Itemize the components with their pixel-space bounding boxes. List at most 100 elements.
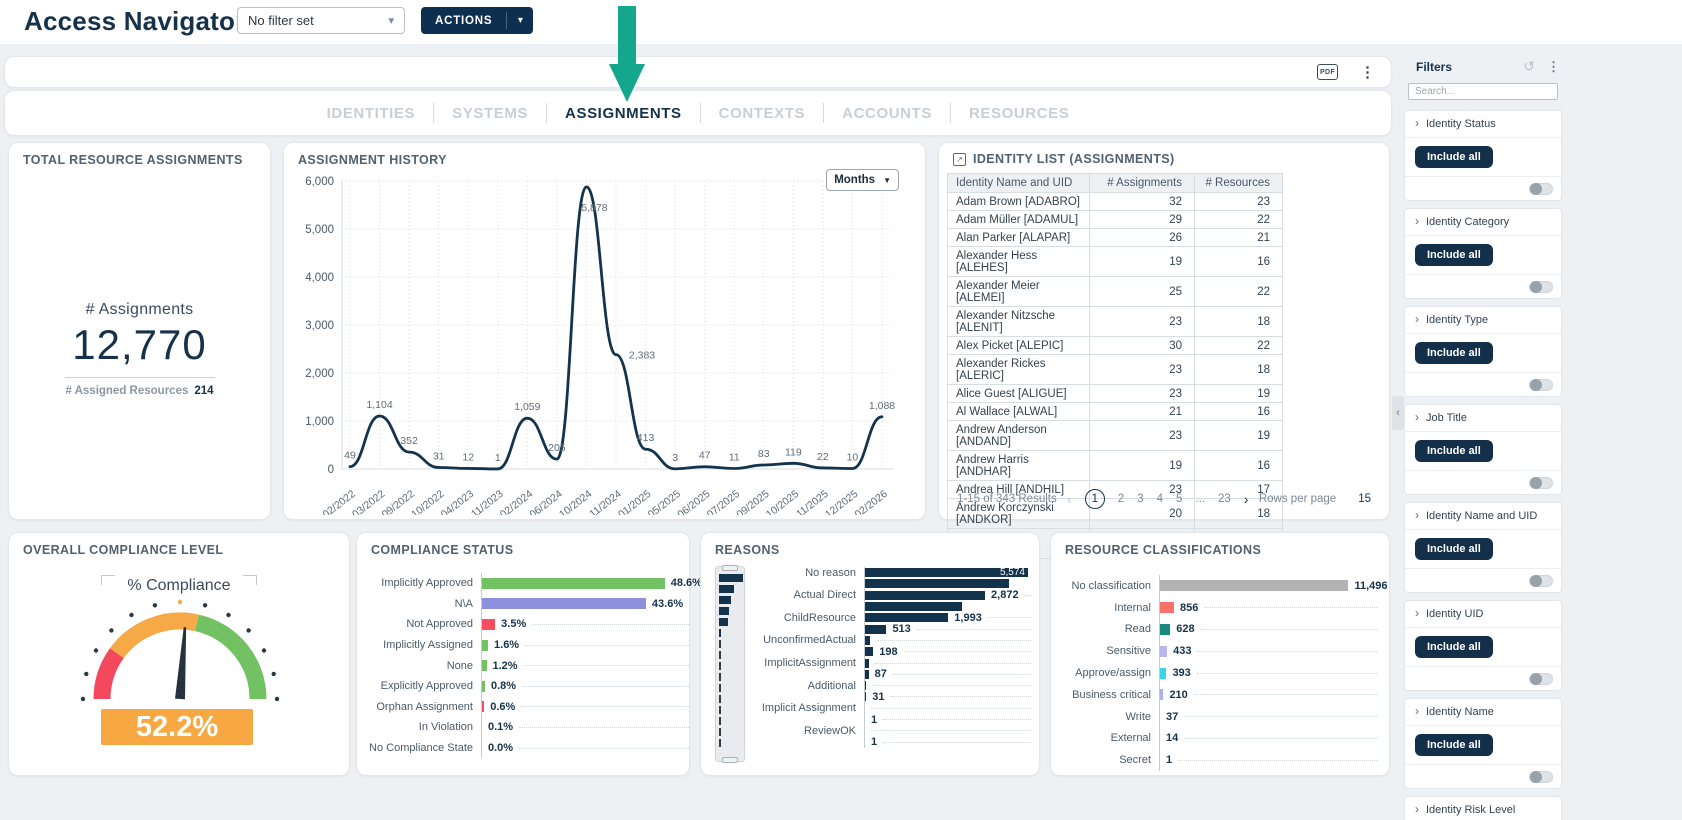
- filters-kebab-menu-icon[interactable]: ⋮: [1547, 58, 1560, 74]
- svg-text:49: 49: [344, 450, 356, 462]
- cell-resources: 22: [1194, 336, 1283, 355]
- table-row[interactable]: Al Wallace [ALWAL] 21 16: [947, 402, 1283, 421]
- reasons-minimap-scrollbar[interactable]: [715, 565, 745, 763]
- include-all-button[interactable]: Include all: [1415, 636, 1493, 658]
- bar-value-label: 14: [1166, 732, 1179, 745]
- bar-category-label: External: [1110, 732, 1151, 745]
- page-button-23[interactable]: 23: [1218, 493, 1231, 505]
- tab-assignments[interactable]: ASSIGNMENTS: [565, 104, 682, 122]
- filter-dropdown-value: No filter set: [248, 13, 314, 28]
- filter-section-body: Include all: [1405, 628, 1561, 666]
- table-row[interactable]: Adam Müller [ADAMUL] 29 22: [947, 210, 1283, 229]
- table-row[interactable]: Alan Parker [ALAPAR] 26 21: [947, 228, 1283, 247]
- minimap-handle-bottom[interactable]: [722, 757, 738, 763]
- include-all-button[interactable]: Include all: [1415, 538, 1493, 560]
- filter-toggle-switch[interactable]: [1529, 378, 1553, 391]
- table-row[interactable]: Alexander Nitzsche [ALENIT] 23 18: [947, 306, 1283, 337]
- kebab-menu-icon[interactable]: ⋮: [1360, 63, 1375, 81]
- column-header[interactable]: # Resources: [1194, 173, 1283, 193]
- page-button-2[interactable]: 2: [1117, 493, 1125, 505]
- compliance-gauge: [80, 599, 280, 702]
- page-button-4[interactable]: 4: [1156, 493, 1163, 505]
- include-all-button[interactable]: Include all: [1415, 342, 1493, 364]
- table-row[interactable]: Alice Guest [ALIGUE] 23 19: [947, 384, 1283, 403]
- minimap-handle-top[interactable]: [722, 565, 738, 571]
- tab-resources[interactable]: RESOURCES: [968, 104, 1070, 122]
- filter-section-body: Include all: [1405, 726, 1561, 764]
- tab-systems[interactable]: SYSTEMS: [452, 104, 529, 122]
- filter-section-header-identity-category[interactable]: › Identity Category: [1405, 209, 1561, 236]
- tab-accounts[interactable]: ACCOUNTS: [842, 104, 932, 122]
- panel-title: COMPLIANCE STATUS: [371, 543, 514, 557]
- rows-per-page-value[interactable]: 15: [1358, 493, 1371, 505]
- bar-row: Write 37: [1065, 705, 1379, 728]
- tab-contexts[interactable]: CONTEXTS: [718, 104, 806, 122]
- filter-toggle-switch[interactable]: [1529, 182, 1553, 195]
- previous-page-icon[interactable]: ‹: [1067, 491, 1072, 507]
- filter-toggle-row: [1405, 470, 1561, 494]
- table-row[interactable]: Andrew Harris [ANDHAR] 19 16: [947, 450, 1283, 481]
- open-in-window-icon[interactable]: ↗: [953, 152, 966, 166]
- include-all-button[interactable]: Include all: [1415, 734, 1493, 756]
- actions-button[interactable]: ACTIONS ▾: [421, 7, 534, 34]
- dotted-leader: [871, 730, 1031, 732]
- interval-select[interactable]: Months ▼: [826, 169, 899, 191]
- next-page-icon[interactable]: ›: [1243, 491, 1249, 507]
- bar: [482, 598, 646, 610]
- svg-text:3: 3: [672, 452, 678, 464]
- filter-toggle-switch[interactable]: [1529, 476, 1553, 489]
- cell-resources: 18: [1194, 306, 1283, 337]
- cell-assignments: 23: [1089, 354, 1195, 385]
- include-all-button[interactable]: Include all: [1415, 146, 1493, 168]
- actions-chevron-down-icon[interactable]: ▾: [517, 15, 523, 26]
- table-row[interactable]: Alexander Meier [ALEMEI] 25 22: [947, 276, 1283, 307]
- gauge-tick-dot: [226, 612, 231, 618]
- filter-section-header-identity-type[interactable]: › Identity Type: [1405, 307, 1561, 334]
- include-all-button[interactable]: Include all: [1415, 244, 1493, 266]
- reset-filters-icon[interactable]: ↺: [1523, 58, 1535, 74]
- table-row[interactable]: Andrew Anderson [ANDAND] 23 19: [947, 420, 1283, 451]
- assigned-resources-label: # Assigned Resources: [65, 385, 189, 397]
- table-row[interactable]: Adam Brown [ADABRO] 32 23: [947, 192, 1283, 211]
- tab-identities[interactable]: IDENTITIES: [326, 104, 416, 122]
- cell-identity-name: Andrew Anderson [ANDAND]: [947, 420, 1090, 451]
- bar-value-label: 11,496: [1354, 579, 1388, 592]
- bar-row: External 14: [1065, 727, 1379, 750]
- svg-text:413: 413: [637, 432, 655, 444]
- filter-section-header-identity-uid[interactable]: › Identity UID: [1405, 601, 1561, 628]
- top-header: Access Navigator No filter set ▾ ACTIONS…: [0, 0, 1682, 44]
- sidebar-collapse-handle[interactable]: ‹: [1392, 396, 1404, 430]
- filter-section-header-identity-risk-level[interactable]: › Identity Risk Level: [1405, 797, 1561, 820]
- filters-search-input[interactable]: [1408, 83, 1558, 100]
- assigned-resources-metric: # Assigned Resources 214: [9, 385, 270, 397]
- minimap-dash: [719, 651, 721, 659]
- filter-toggle-switch[interactable]: [1529, 574, 1553, 587]
- svg-text:1,088: 1,088: [869, 400, 895, 412]
- include-all-button[interactable]: Include all: [1415, 440, 1493, 462]
- column-header[interactable]: # Assignments: [1089, 173, 1195, 193]
- minimap-dash: [719, 673, 721, 681]
- page-button-5[interactable]: 5: [1176, 493, 1183, 505]
- pdf-export-icon[interactable]: PDF: [1317, 64, 1338, 80]
- filter-toggle-switch[interactable]: [1529, 672, 1553, 685]
- filter-section-header-identity-name[interactable]: › Identity Name: [1405, 699, 1561, 726]
- dotted-leader: [532, 623, 689, 625]
- bar-row: [749, 600, 1033, 613]
- table-row[interactable]: Alex Picket [ALEPIC] 30 22: [947, 336, 1283, 355]
- bar-category-label: None: [446, 659, 473, 672]
- table-row[interactable]: Alexander Hess [ALEHES] 19 16: [947, 246, 1283, 277]
- filter-section-header-identity-status[interactable]: › Identity Status: [1405, 111, 1561, 138]
- filter-section-header-job-title[interactable]: › Job Title: [1405, 405, 1561, 432]
- dotted-leader: [916, 628, 1031, 630]
- panel-total-resource-assignments: TOTAL RESOURCE ASSIGNMENTS # Assignments…: [8, 142, 271, 520]
- filter-toggle-switch[interactable]: [1529, 770, 1553, 783]
- bar-row: Actual Direct 2,872: [749, 589, 1033, 601]
- filter-toggle-switch[interactable]: [1529, 280, 1553, 293]
- column-header[interactable]: Identity Name and UID: [947, 173, 1090, 193]
- page-button-3[interactable]: 3: [1137, 493, 1144, 505]
- page-button-1[interactable]: 1: [1084, 489, 1105, 509]
- filter-section-header-identity-name-and-uid[interactable]: › Identity Name and UID: [1405, 503, 1561, 530]
- table-row[interactable]: Alexander Rickes [ALERIC] 23 18: [947, 354, 1283, 385]
- bar-plot-area: 87: [864, 668, 1033, 680]
- filter-dropdown[interactable]: No filter set ▾: [237, 7, 405, 34]
